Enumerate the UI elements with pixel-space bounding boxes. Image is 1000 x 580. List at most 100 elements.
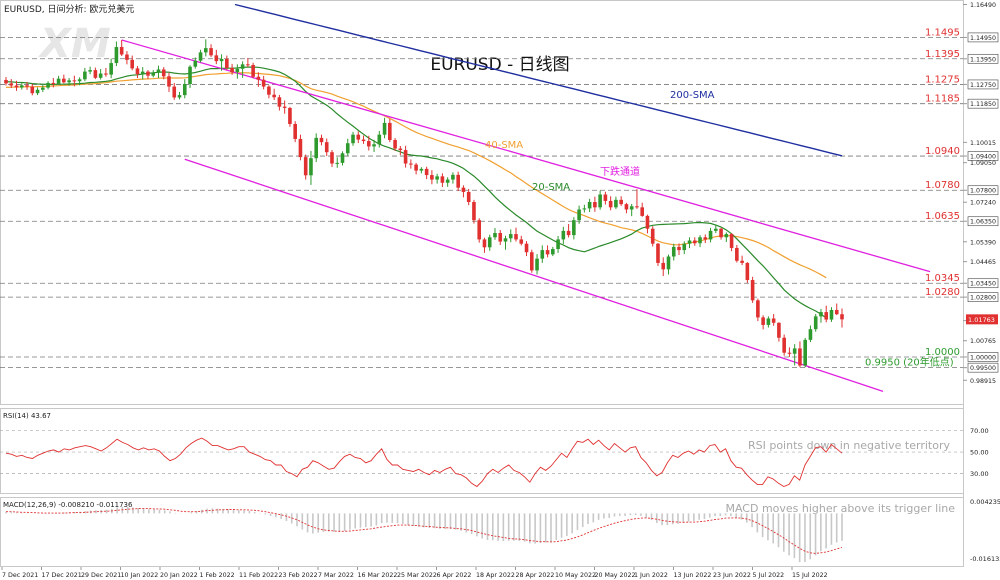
rsi-tick-label: 70.00 bbox=[970, 427, 989, 435]
candle-body bbox=[482, 239, 487, 248]
candle-body bbox=[298, 138, 303, 158]
price-tick-label: 1.00000 bbox=[970, 354, 996, 361]
level-label: 1.1275 bbox=[925, 74, 960, 85]
candle-body bbox=[577, 209, 581, 221]
candle-body bbox=[603, 194, 608, 201]
candle-body bbox=[25, 85, 29, 87]
price-tick-label: 1.13950 bbox=[970, 56, 996, 63]
candle-body bbox=[587, 202, 592, 209]
price-tick-label: 1.03450 bbox=[970, 281, 996, 288]
candle-body bbox=[151, 72, 156, 76]
candle-body bbox=[508, 234, 513, 239]
chart-title: EURUSD - 日线图 bbox=[430, 55, 569, 75]
candle-body bbox=[324, 142, 329, 153]
price-tick-label: 1.11850 bbox=[970, 101, 996, 108]
candle-body bbox=[293, 123, 297, 139]
candle-body bbox=[813, 316, 818, 330]
candle-body bbox=[472, 202, 476, 221]
candle-body bbox=[46, 82, 50, 88]
candle-body bbox=[456, 174, 460, 188]
candle-body bbox=[77, 79, 82, 82]
candle-body bbox=[803, 339, 807, 366]
moving-averages bbox=[5, 3, 843, 319]
macd-tick-label: 0.004235 bbox=[970, 498, 1000, 506]
candle-body bbox=[30, 86, 35, 94]
candle-body bbox=[125, 54, 129, 60]
candle-body bbox=[140, 71, 145, 75]
candle-body bbox=[650, 228, 655, 244]
candle-body bbox=[330, 152, 334, 164]
time-tick-label: 23 Jun 2022 bbox=[713, 572, 751, 579]
candle-body bbox=[403, 150, 408, 164]
candle-body bbox=[572, 220, 576, 236]
macd-note: MACD moves higher above its trigger line bbox=[725, 502, 955, 515]
rsi-tick-label: 30.00 bbox=[970, 470, 989, 478]
candle-body bbox=[167, 76, 171, 87]
level-label: 1.0280 bbox=[925, 287, 960, 298]
candle-body bbox=[288, 107, 292, 124]
candle-body bbox=[445, 179, 450, 183]
candle-body bbox=[824, 312, 829, 320]
price-tick-label: 1.04465 bbox=[970, 259, 996, 266]
price-tick-label: 1.09050 bbox=[970, 160, 996, 167]
level-label: 1.1495 bbox=[925, 27, 960, 38]
candle-body bbox=[819, 312, 823, 317]
price-tick-label: 1.09400 bbox=[970, 154, 996, 161]
candle-body bbox=[545, 250, 550, 255]
candle-body bbox=[840, 314, 844, 320]
annotation-label: 20-SMA bbox=[532, 182, 570, 193]
candle-body bbox=[314, 137, 319, 159]
candle-body bbox=[156, 69, 161, 73]
candle-body bbox=[661, 262, 666, 270]
rsi-note: RSI points down in negative territory bbox=[748, 439, 951, 452]
candle-body bbox=[714, 228, 718, 231]
candle-body bbox=[335, 162, 340, 164]
level-label: 1.1395 bbox=[925, 49, 960, 60]
annotation-label: 40-SMA bbox=[485, 140, 523, 151]
candle-body bbox=[409, 163, 413, 165]
candle-body bbox=[466, 191, 471, 202]
candle-body bbox=[540, 250, 545, 259]
candle-body bbox=[529, 252, 534, 271]
candle-body bbox=[361, 139, 366, 142]
candle-body bbox=[135, 68, 140, 75]
price-tag-box bbox=[967, 362, 999, 373]
candle-body bbox=[430, 175, 434, 180]
level-label: 1.0345 bbox=[925, 273, 960, 284]
time-axis: 7 Dec 2021 17 Dec 2021 29 Dec 2021 10 Jan 2… bbox=[1, 567, 828, 579]
candle-body bbox=[114, 47, 119, 64]
candle-body bbox=[309, 158, 313, 176]
candle-body bbox=[303, 157, 308, 176]
candle-body bbox=[393, 140, 397, 149]
candle-body bbox=[225, 58, 229, 68]
price-tick-label: 1.14950 bbox=[970, 35, 996, 42]
candle-body bbox=[72, 80, 77, 82]
candle-body bbox=[88, 70, 92, 72]
candle-body bbox=[356, 134, 361, 140]
price-tick-label: 1.07800 bbox=[970, 188, 996, 195]
current-price-box bbox=[966, 314, 998, 325]
candle-body bbox=[608, 200, 613, 208]
candle-body bbox=[677, 246, 681, 251]
descending-channel bbox=[121, 39, 931, 392]
candle-body bbox=[414, 164, 418, 171]
candle-body bbox=[687, 240, 692, 244]
candle-body bbox=[272, 94, 276, 98]
level-label: 1.1185 bbox=[925, 94, 960, 105]
channel-lower-line bbox=[184, 158, 884, 392]
candle-body bbox=[735, 247, 739, 261]
price-tick-label: 1.06350 bbox=[970, 219, 996, 226]
candle-body bbox=[708, 230, 713, 240]
candle-body bbox=[83, 71, 87, 80]
candle-body bbox=[487, 237, 492, 248]
candle-body bbox=[161, 69, 166, 77]
candle-body bbox=[698, 237, 702, 244]
level-label: 1.0780 bbox=[925, 180, 960, 191]
time-tick-label: 13 Jun 2022 bbox=[674, 572, 712, 579]
time-tick-label: 6 Apr 2022 bbox=[437, 572, 472, 579]
level-label: 1.0000 bbox=[925, 347, 960, 358]
macd-tick-label: -0.016135 bbox=[970, 555, 1000, 563]
candle-body bbox=[782, 337, 786, 353]
